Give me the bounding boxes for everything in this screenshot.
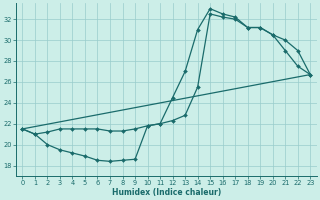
X-axis label: Humidex (Indice chaleur): Humidex (Indice chaleur)	[112, 188, 221, 197]
